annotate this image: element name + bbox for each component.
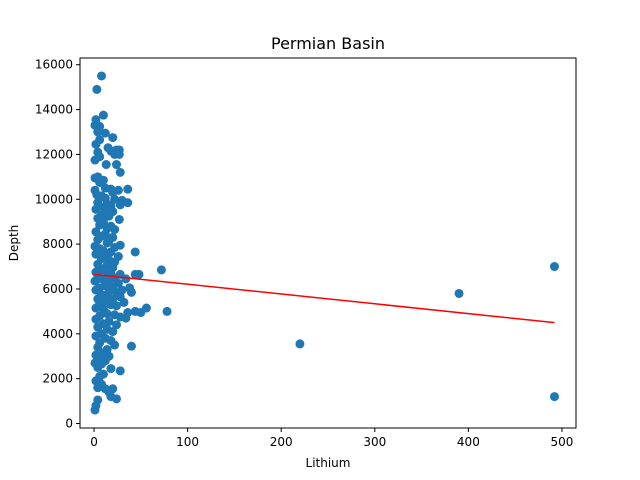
data-point [126,341,136,351]
plot-frame [79,57,577,429]
data-point [121,313,131,323]
data-point [93,383,103,393]
y-tick-label: 10000 [35,192,73,206]
y-tick-label: 16000 [35,58,73,72]
data-point [102,309,112,319]
data-point [97,71,107,81]
data-point [98,265,108,275]
data-point [123,198,133,208]
data-point [93,362,103,372]
x-tick-label: 400 [457,435,480,449]
data-point [115,167,125,177]
data-point [90,155,100,165]
data-point [91,314,101,324]
x-tick-label: 100 [176,435,199,449]
data-point [91,204,101,214]
data-point [108,133,118,143]
data-point [95,177,105,187]
data-point [115,200,125,210]
data-point [110,340,120,350]
data-points [90,71,559,415]
data-point [454,288,464,298]
data-point [90,120,100,130]
data-point [98,110,108,120]
data-point [106,364,116,374]
data-point [110,194,120,204]
data-point [110,225,120,235]
data-point [93,235,103,245]
data-point [114,214,124,224]
y-tick-label: 14000 [35,103,73,117]
x-axis-label: Lithium [306,456,351,470]
x-tick-label: 0 [90,435,98,449]
data-point [136,308,146,318]
y-axis-label: Depth [7,225,21,262]
x-tick-label: 300 [363,435,386,449]
data-point [95,220,105,230]
x-axis: 0 100 200 300 400 500 [90,428,573,449]
y-tick-label: 4000 [42,327,73,341]
data-point [91,331,101,341]
data-point [108,327,118,337]
x-tick-label: 200 [270,435,293,449]
data-point [93,322,103,332]
y-axis: 0 2000 4000 6000 8000 10000 12000 14000 16000 [35,58,80,431]
data-point [114,149,124,159]
data-point [134,269,144,279]
data-point [115,366,125,376]
data-point [90,405,100,415]
data-point [111,394,121,404]
data-point [93,342,103,352]
data-point [91,139,101,149]
y-tick-label: 12000 [35,147,73,161]
data-point [130,247,140,257]
data-point [119,297,129,307]
data-point [91,303,101,313]
data-point [121,274,131,284]
y-tick-label: 0 [65,417,73,431]
data-point [90,276,100,286]
trend-line [93,273,555,324]
data-point [123,184,133,194]
trend-line-group [93,273,555,324]
y-tick-label: 2000 [42,372,73,386]
data-point [92,84,102,94]
chart-title: Permian Basin [271,34,385,53]
y-tick-label: 8000 [42,237,73,251]
y-tick-label: 6000 [42,282,73,296]
data-point [126,287,136,297]
data-point [549,392,559,402]
x-tick-label: 500 [551,435,574,449]
data-point [93,127,103,137]
data-point [549,262,559,272]
data-point [102,238,112,248]
data-point [111,301,121,311]
data-point [111,160,121,170]
data-point [101,160,111,170]
data-point [162,306,172,316]
data-point [295,339,305,349]
data-point [111,320,121,330]
data-point [104,211,114,221]
data-point [156,265,166,275]
data-point [100,128,110,138]
